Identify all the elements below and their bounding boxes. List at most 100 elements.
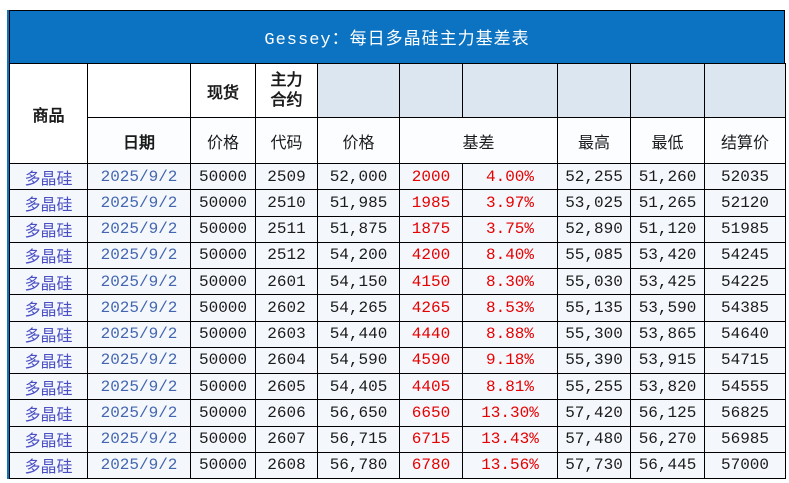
table-row: 多晶硅 2025/9/2 50000 2606 56,650 6650 13.30% 57,4…: [9, 399, 786, 427]
cell-basis: 6650: [399, 399, 463, 427]
cell-basis-pct: 8.30%: [462, 267, 558, 296]
cell-futures-price: 54,150: [317, 267, 400, 296]
cell-commodity: 多晶硅: [9, 189, 88, 217]
cell-commodity: 多晶硅: [9, 241, 88, 270]
cell-commodity: 多晶硅: [9, 346, 88, 375]
table-row: 多晶硅 2025/9/2 50000 2608 56,780 6780 13.56% 57,7…: [9, 451, 786, 480]
cell-high: 57,420: [557, 399, 631, 427]
cell-spot-price: 50000: [190, 215, 256, 243]
cell-date: 2025/9/2: [87, 267, 191, 296]
cell-futures-price: 54,265: [317, 294, 400, 322]
header-futures-price: 价格: [317, 117, 400, 164]
cell-commodity: 多晶硅: [9, 399, 88, 427]
cell-commodity: 多晶硅: [9, 451, 88, 480]
cell-date: 2025/9/2: [87, 320, 191, 348]
table-row: 多晶硅 2025/9/2 50000 2601 54,150 4150 8.30% 55,03…: [9, 267, 786, 296]
cell-low: 56,270: [630, 425, 705, 453]
cell-spot-price: 50000: [190, 399, 256, 427]
table-row: 多晶硅 2025/9/2 50000 2605 54,405 4405 8.81% 55,25…: [9, 372, 786, 401]
cell-basis: 4200: [399, 241, 463, 270]
cell-settle: 56985: [704, 425, 786, 453]
cell-date: 2025/9/2: [87, 294, 191, 322]
cell-futures-price: 56,715: [317, 425, 400, 453]
cell-basis-pct: 13.30%: [462, 399, 558, 427]
cell-high: 57,730: [557, 451, 631, 480]
cell-basis-pct: 13.56%: [462, 451, 558, 480]
cell-futures-price: 51,985: [317, 189, 400, 217]
cell-basis-pct: 13.43%: [462, 425, 558, 453]
cell-commodity: 多晶硅: [9, 320, 88, 348]
cell-low: 56,445: [630, 451, 705, 480]
header-high: 最高: [557, 117, 631, 164]
cell-contract-code: 2601: [255, 267, 318, 296]
cell-commodity: 多晶硅: [9, 294, 88, 322]
cell-spot-price: 50000: [190, 294, 256, 322]
cell-contract-code: 2605: [255, 372, 318, 401]
cell-contract-code: 2604: [255, 346, 318, 375]
cell-settle: 54225: [704, 267, 786, 296]
cell-basis: 6780: [399, 451, 463, 480]
cell-contract-code: 2511: [255, 215, 318, 243]
header-blank-above-basis-pct: [462, 63, 558, 118]
cell-date: 2025/9/2: [87, 451, 191, 480]
table-row: 多晶硅 2025/9/2 50000 2603 54,440 4440 8.88% 55,30…: [9, 320, 786, 348]
cell-settle: 57000: [704, 451, 786, 480]
cell-settle: 54245: [704, 241, 786, 270]
header-spot: 现货: [190, 63, 256, 118]
header-contract-code: 代码: [255, 117, 318, 164]
header-commodity: 商品: [9, 63, 88, 164]
cell-commodity: 多晶硅: [9, 162, 88, 191]
cell-low: 53,820: [630, 372, 705, 401]
header-settle: 结算价: [704, 117, 786, 164]
cell-spot-price: 50000: [190, 267, 256, 296]
table-row: 多晶硅 2025/9/2 50000 2510 51,985 1985 3.97% 53,02…: [9, 189, 786, 217]
cell-high: 55,030: [557, 267, 631, 296]
cell-low: 53,425: [630, 267, 705, 296]
cell-high: 52,255: [557, 162, 631, 191]
cell-spot-price: 50000: [190, 425, 256, 453]
cell-low: 53,865: [630, 320, 705, 348]
cell-high: 55,300: [557, 320, 631, 348]
cell-basis-pct: 3.75%: [462, 215, 558, 243]
cell-date: 2025/9/2: [87, 425, 191, 453]
cell-high: 55,085: [557, 241, 631, 270]
header-basis: 基差: [399, 117, 558, 164]
header-blank-above-date: [87, 63, 191, 118]
cell-contract-code: 2603: [255, 320, 318, 348]
cell-spot-price: 50000: [190, 451, 256, 480]
header-spot-price: 价格: [190, 117, 256, 164]
cell-spot-price: 50000: [190, 241, 256, 270]
cell-spot-price: 50000: [190, 162, 256, 191]
cell-contract-code: 2512: [255, 241, 318, 270]
cell-settle: 54385: [704, 294, 786, 322]
cell-futures-price: 52,000: [317, 162, 400, 191]
cell-date: 2025/9/2: [87, 189, 191, 217]
header-blank-above-low: [630, 63, 705, 118]
cell-basis: 4265: [399, 294, 463, 322]
cell-settle: 51985: [704, 215, 786, 243]
cell-low: 51,260: [630, 162, 705, 191]
table-row: 多晶硅 2025/9/2 50000 2512 54,200 4200 8.40% 55,08…: [9, 241, 786, 270]
cell-date: 2025/9/2: [87, 241, 191, 270]
cell-low: 51,265: [630, 189, 705, 217]
cell-basis-pct: 9.18%: [462, 346, 558, 375]
cell-settle: 56825: [704, 399, 786, 427]
header-blank-above-price: [317, 63, 400, 118]
table-row: 多晶硅 2025/9/2 50000 2509 52,000 2000 4.00% 52,25…: [9, 162, 786, 191]
cell-low: 53,590: [630, 294, 705, 322]
cell-spot-price: 50000: [190, 346, 256, 375]
header-low: 最低: [630, 117, 705, 164]
cell-contract-code: 2607: [255, 425, 318, 453]
cell-basis: 4405: [399, 372, 463, 401]
header-row-bottom: 日期 价格 代码 价格 基差 最高 最低 结算价: [10, 117, 786, 164]
cell-commodity: 多晶硅: [9, 372, 88, 401]
header-date: 日期: [87, 117, 191, 164]
basis-table: 商品 现货 主力 合约 日期 价格 代码 价格 基差 最高: [9, 63, 786, 480]
header-blank-above-settle: [704, 63, 786, 118]
cell-date: 2025/9/2: [87, 372, 191, 401]
cell-futures-price: 56,650: [317, 399, 400, 427]
cell-date: 2025/9/2: [87, 162, 191, 191]
cell-basis-pct: 8.40%: [462, 241, 558, 270]
cell-settle: 52035: [704, 162, 786, 191]
cell-contract-code: 2602: [255, 294, 318, 322]
